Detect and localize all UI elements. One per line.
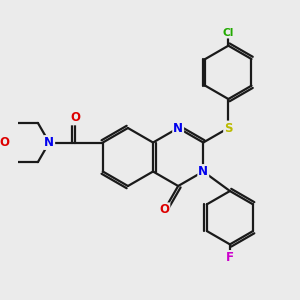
Text: S: S bbox=[224, 122, 232, 134]
Text: F: F bbox=[226, 251, 234, 264]
Text: Cl: Cl bbox=[223, 28, 234, 38]
Text: O: O bbox=[70, 111, 80, 124]
Text: N: N bbox=[173, 122, 183, 134]
Text: N: N bbox=[44, 136, 54, 149]
Text: O: O bbox=[159, 203, 170, 216]
Text: O: O bbox=[0, 136, 9, 149]
Text: N: N bbox=[198, 165, 208, 178]
